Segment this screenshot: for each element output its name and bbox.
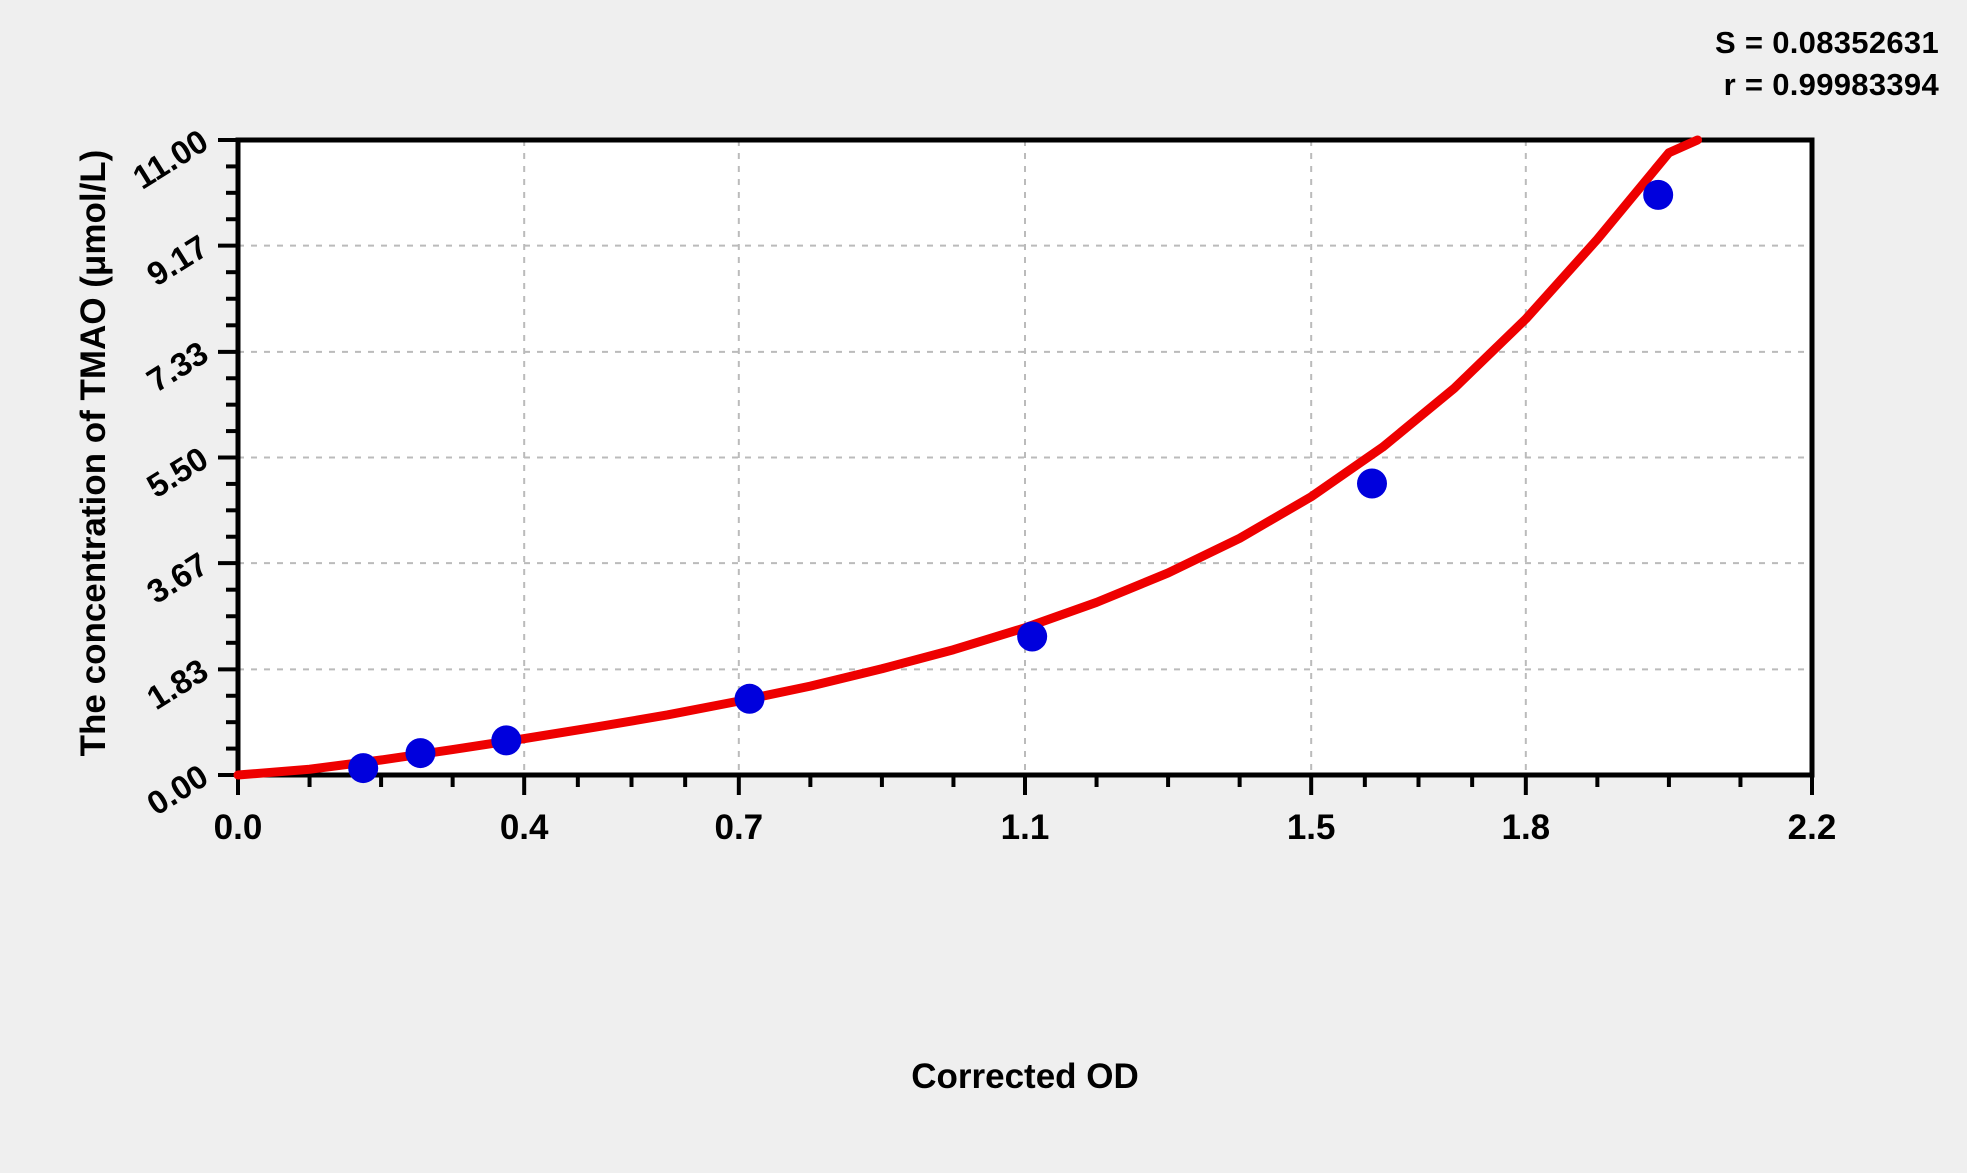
plot-frame bbox=[235, 137, 1815, 778]
svg-text:1.5: 1.5 bbox=[1287, 808, 1336, 847]
y-tick-labels: 0.00 1.83 3.67 5.50 7.33 9.17 11.00 bbox=[126, 122, 214, 822]
svg-text:1.8: 1.8 bbox=[1501, 808, 1550, 847]
svg-text:5.50: 5.50 bbox=[140, 439, 214, 504]
svg-text:3.67: 3.67 bbox=[140, 545, 214, 610]
x-tick-labels: 0.0 0.4 0.7 1.1 1.5 1.8 2.2 bbox=[214, 808, 1837, 847]
svg-text:9.17: 9.17 bbox=[140, 228, 214, 293]
svg-text:7.33: 7.33 bbox=[140, 334, 214, 399]
svg-text:1.83: 1.83 bbox=[140, 651, 214, 716]
fitted-curve bbox=[233, 135, 1703, 780]
svg-text:2.2: 2.2 bbox=[1788, 808, 1837, 847]
data-points bbox=[348, 179, 1674, 784]
svg-text:0.0: 0.0 bbox=[214, 808, 263, 847]
fit-statistics: S = 0.08352631 r = 0.99983394 bbox=[1715, 22, 1939, 106]
grid-lines bbox=[238, 140, 1812, 775]
svg-text:1.1: 1.1 bbox=[1001, 808, 1050, 847]
svg-text:0.4: 0.4 bbox=[500, 808, 549, 847]
svg-text:11.00: 11.00 bbox=[126, 122, 214, 196]
svg-text:0.00: 0.00 bbox=[140, 757, 214, 822]
x-axis-title: Corrected OD bbox=[911, 1057, 1139, 1096]
svg-text:0.7: 0.7 bbox=[714, 808, 763, 847]
correlation-coefficient-label: r = 0.99983394 bbox=[1723, 66, 1939, 102]
standard-error-label: S = 0.08352631 bbox=[1715, 25, 1939, 60]
